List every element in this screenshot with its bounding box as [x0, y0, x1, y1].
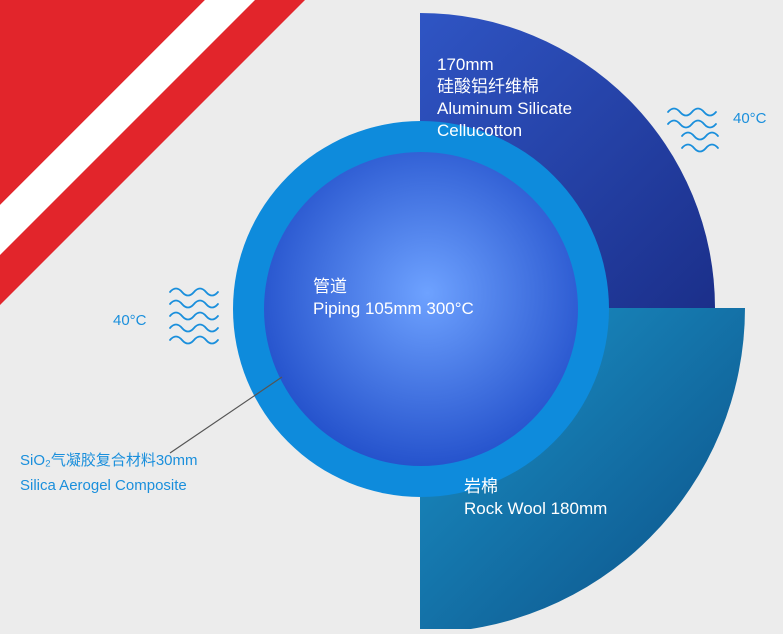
heat-wave-icon-left: [169, 287, 219, 345]
temperature-left: 40°C: [113, 312, 147, 329]
corner-red-stripe-2: [0, 0, 305, 305]
piping-name-cn: 管道: [313, 277, 347, 296]
aluminum-name-en-1: Aluminum Silicate: [437, 99, 573, 118]
piping-name-en: Piping 105mm 300°C: [313, 299, 474, 318]
aluminum-thickness: 170mm: [437, 55, 494, 74]
rock-wool-name-en: Rock Wool 180mm: [464, 499, 608, 518]
pipe-circle: [264, 152, 578, 466]
rock-wool-name-cn: 岩棉: [464, 477, 498, 496]
heat-wave-icon-right: [667, 107, 719, 153]
aerogel-label: SiO₂气凝胶复合材料30mm Silica Aerogel Composite: [20, 448, 198, 498]
piping-label: 管道 Piping 105mm 300°C: [313, 276, 474, 320]
aluminum-silicate-label: 170mm 硅酸铝纤维棉 Aluminum Silicate Cellucott…: [437, 54, 572, 142]
rock-wool-label: 岩棉 Rock Wool 180mm: [464, 476, 607, 520]
aluminum-name-en-2: Cellucotton: [437, 121, 523, 140]
aerogel-name-cn: SiO₂气凝胶复合材料30mm: [20, 452, 198, 469]
aerogel-name-en: Silica Aerogel Composite: [20, 477, 187, 494]
aerogel-leader-line: [169, 376, 283, 454]
aluminum-name-cn: 硅酸铝纤维棉: [437, 77, 539, 96]
temperature-right: 40°C: [733, 110, 767, 127]
